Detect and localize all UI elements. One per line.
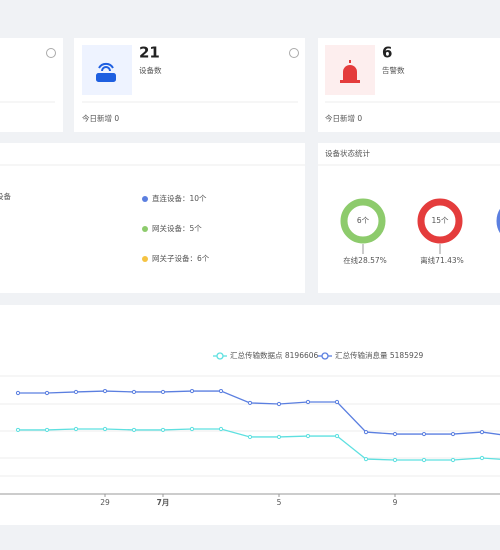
stat-label: 设备数 (139, 65, 162, 75)
donut-count: 6个 (357, 216, 370, 225)
alarm-icon (340, 60, 360, 83)
point (363, 429, 369, 435)
point (450, 431, 456, 437)
donut (340, 198, 386, 244)
stat-value: 21 (139, 44, 160, 62)
panel (0, 305, 500, 525)
point (15, 427, 21, 433)
donut-label: 离线71.43% (420, 255, 464, 265)
point (305, 433, 311, 439)
point (421, 457, 427, 463)
donut (417, 198, 463, 244)
panel (0, 143, 305, 293)
legend-label: 汇总传输消息量 5185929 (335, 350, 424, 360)
donut-count: 15个 (431, 216, 449, 225)
point (247, 400, 253, 406)
legend-marker (216, 352, 224, 360)
point (479, 429, 485, 435)
point (73, 389, 79, 395)
card (0, 38, 63, 132)
legend-item: 网关子设备：6个 (152, 253, 210, 263)
point (392, 431, 398, 437)
point (305, 399, 311, 405)
legend-label: 汇总传输数据点 8196606 (230, 350, 319, 360)
legend-dot (142, 256, 148, 262)
point (73, 426, 79, 432)
legend-dot (142, 196, 148, 202)
point (334, 433, 340, 439)
info-icon[interactable] (46, 48, 56, 58)
point (15, 390, 21, 396)
legend-marker (321, 352, 329, 360)
icon-box (82, 45, 132, 95)
point (247, 434, 253, 440)
today-new: 今日新增 0 (325, 113, 362, 123)
point (44, 390, 50, 396)
point (160, 389, 166, 395)
point (218, 388, 224, 394)
point (160, 427, 166, 433)
stat-value: 6 (382, 44, 392, 62)
point (218, 426, 224, 432)
donut-label: 在线28.57% (343, 255, 387, 265)
point (189, 388, 195, 394)
grid (0, 375, 500, 477)
x-tick-label: 7月 (157, 498, 170, 507)
point (102, 426, 108, 432)
legend-item: 直连设备：10个 (152, 193, 207, 203)
series-line (18, 390, 500, 436)
panel-title: 设备状态统计 (325, 148, 370, 158)
stat-label: 告警数 (382, 65, 405, 75)
point (450, 457, 456, 463)
legend-item: 网关设备：5个 (152, 223, 202, 233)
x-tick-label: 29 (100, 498, 110, 507)
point (189, 426, 195, 432)
point (421, 431, 427, 437)
point (44, 427, 50, 433)
today-new: 今日新增 0 (82, 113, 119, 123)
x-tick-label: 5 (277, 498, 282, 507)
point (131, 389, 137, 395)
legend-dot (142, 226, 148, 232)
point (276, 401, 282, 407)
info-icon[interactable] (289, 48, 299, 58)
router-icon (96, 62, 116, 82)
point (131, 427, 137, 433)
point (334, 399, 340, 405)
point (276, 434, 282, 440)
partial-label: 设备 (0, 191, 11, 201)
point (392, 457, 398, 463)
series-line (18, 428, 500, 461)
panel (318, 143, 500, 293)
point (363, 456, 369, 462)
point (102, 388, 108, 394)
x-tick-label: 9 (393, 498, 398, 507)
point (479, 455, 485, 461)
